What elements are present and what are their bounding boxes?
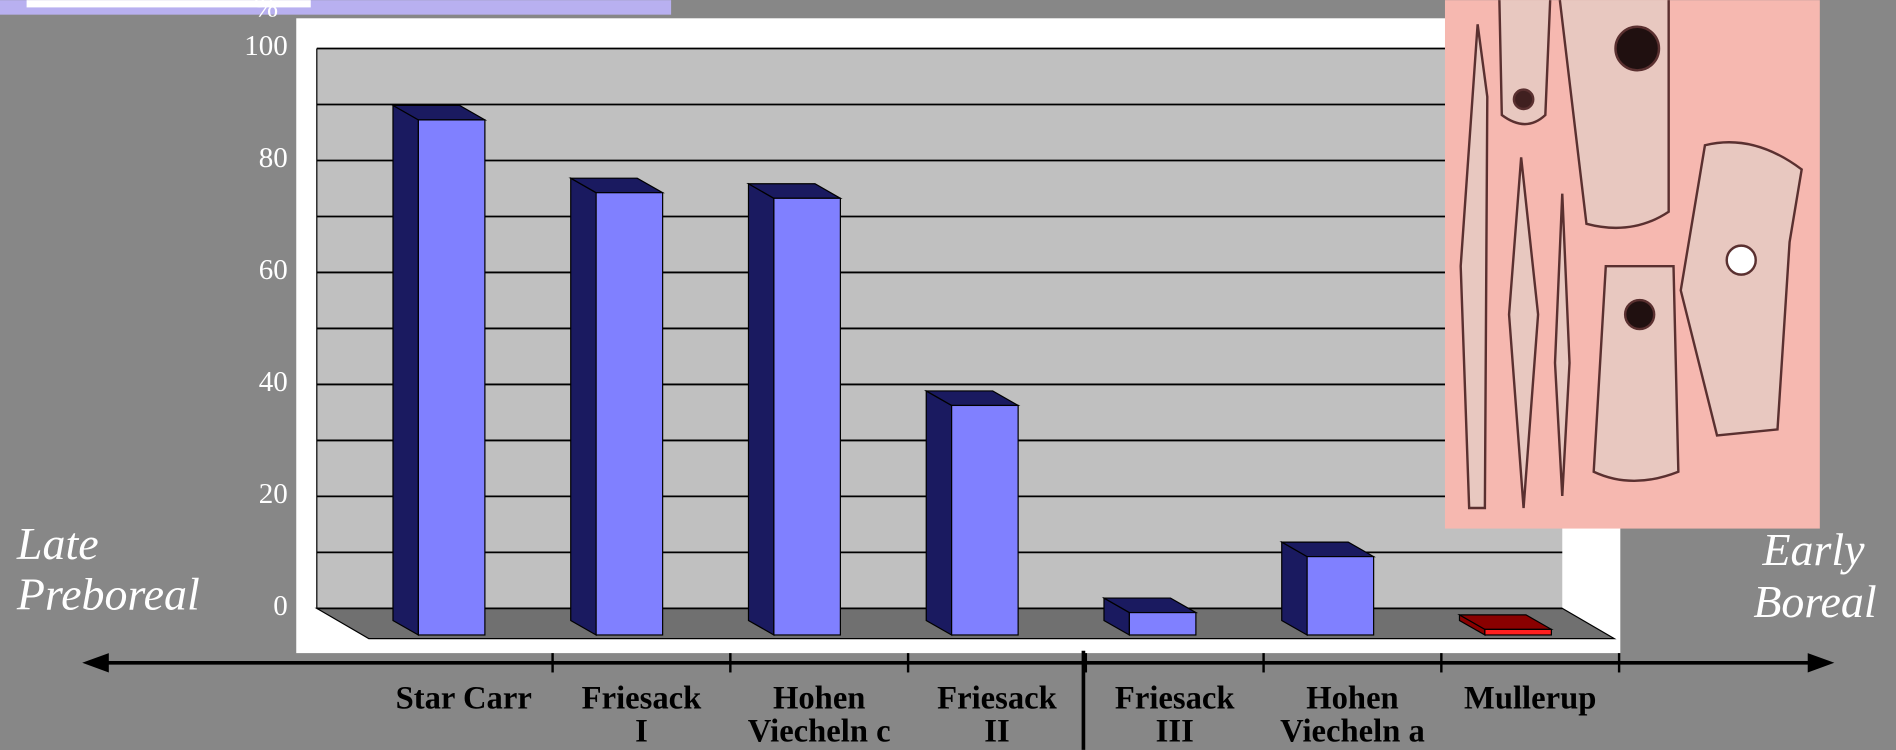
x-tick-label: Viecheln a [1280,713,1425,749]
right-annotation: Boreal [1753,576,1876,627]
bar [595,192,664,636]
y-tick-label: 80 [259,142,288,174]
bar-side [925,389,953,637]
bar [951,404,1019,636]
bar [1306,555,1375,636]
bar [1128,611,1197,636]
bar-side [392,104,419,637]
x-tick-label: Star Carr [396,681,532,717]
right-annotation: Early [1761,524,1865,575]
bar-side [747,182,775,637]
arrow-left [82,653,109,673]
left-annotation: Prebore­al [16,569,200,620]
bar-side [570,177,597,637]
bar-side [1281,541,1308,637]
x-tick-label: I [635,713,648,749]
y-tick-label: 60 [259,254,288,286]
bar [417,119,486,636]
y-tick-label: 100 [244,30,288,62]
x-tick-label: III [1156,713,1194,749]
x-tick-label: Hohen [773,681,865,717]
inset-frame [26,0,311,8]
x-tick-label: II [984,713,1009,749]
arrow-right [1807,653,1835,673]
y-tick-label: 0 [273,590,288,622]
y-tick-label: 40 [259,366,288,398]
bar [773,197,841,636]
left-annotation: Late [16,518,99,569]
x-tick-label: Friesack [937,681,1057,717]
bar [1484,628,1552,636]
artifact-drawings [1459,0,1803,510]
y-unit: % [254,0,278,23]
x-tick-label: Mullerup [1464,681,1596,717]
x-tick-label: Friesack [582,681,702,717]
x-tick-label: Hohen [1306,681,1398,717]
x-tick-label: Viecheln c [748,713,891,749]
y-tick-label: 20 [259,478,288,510]
x-tick-label: Friesack [1115,681,1235,717]
